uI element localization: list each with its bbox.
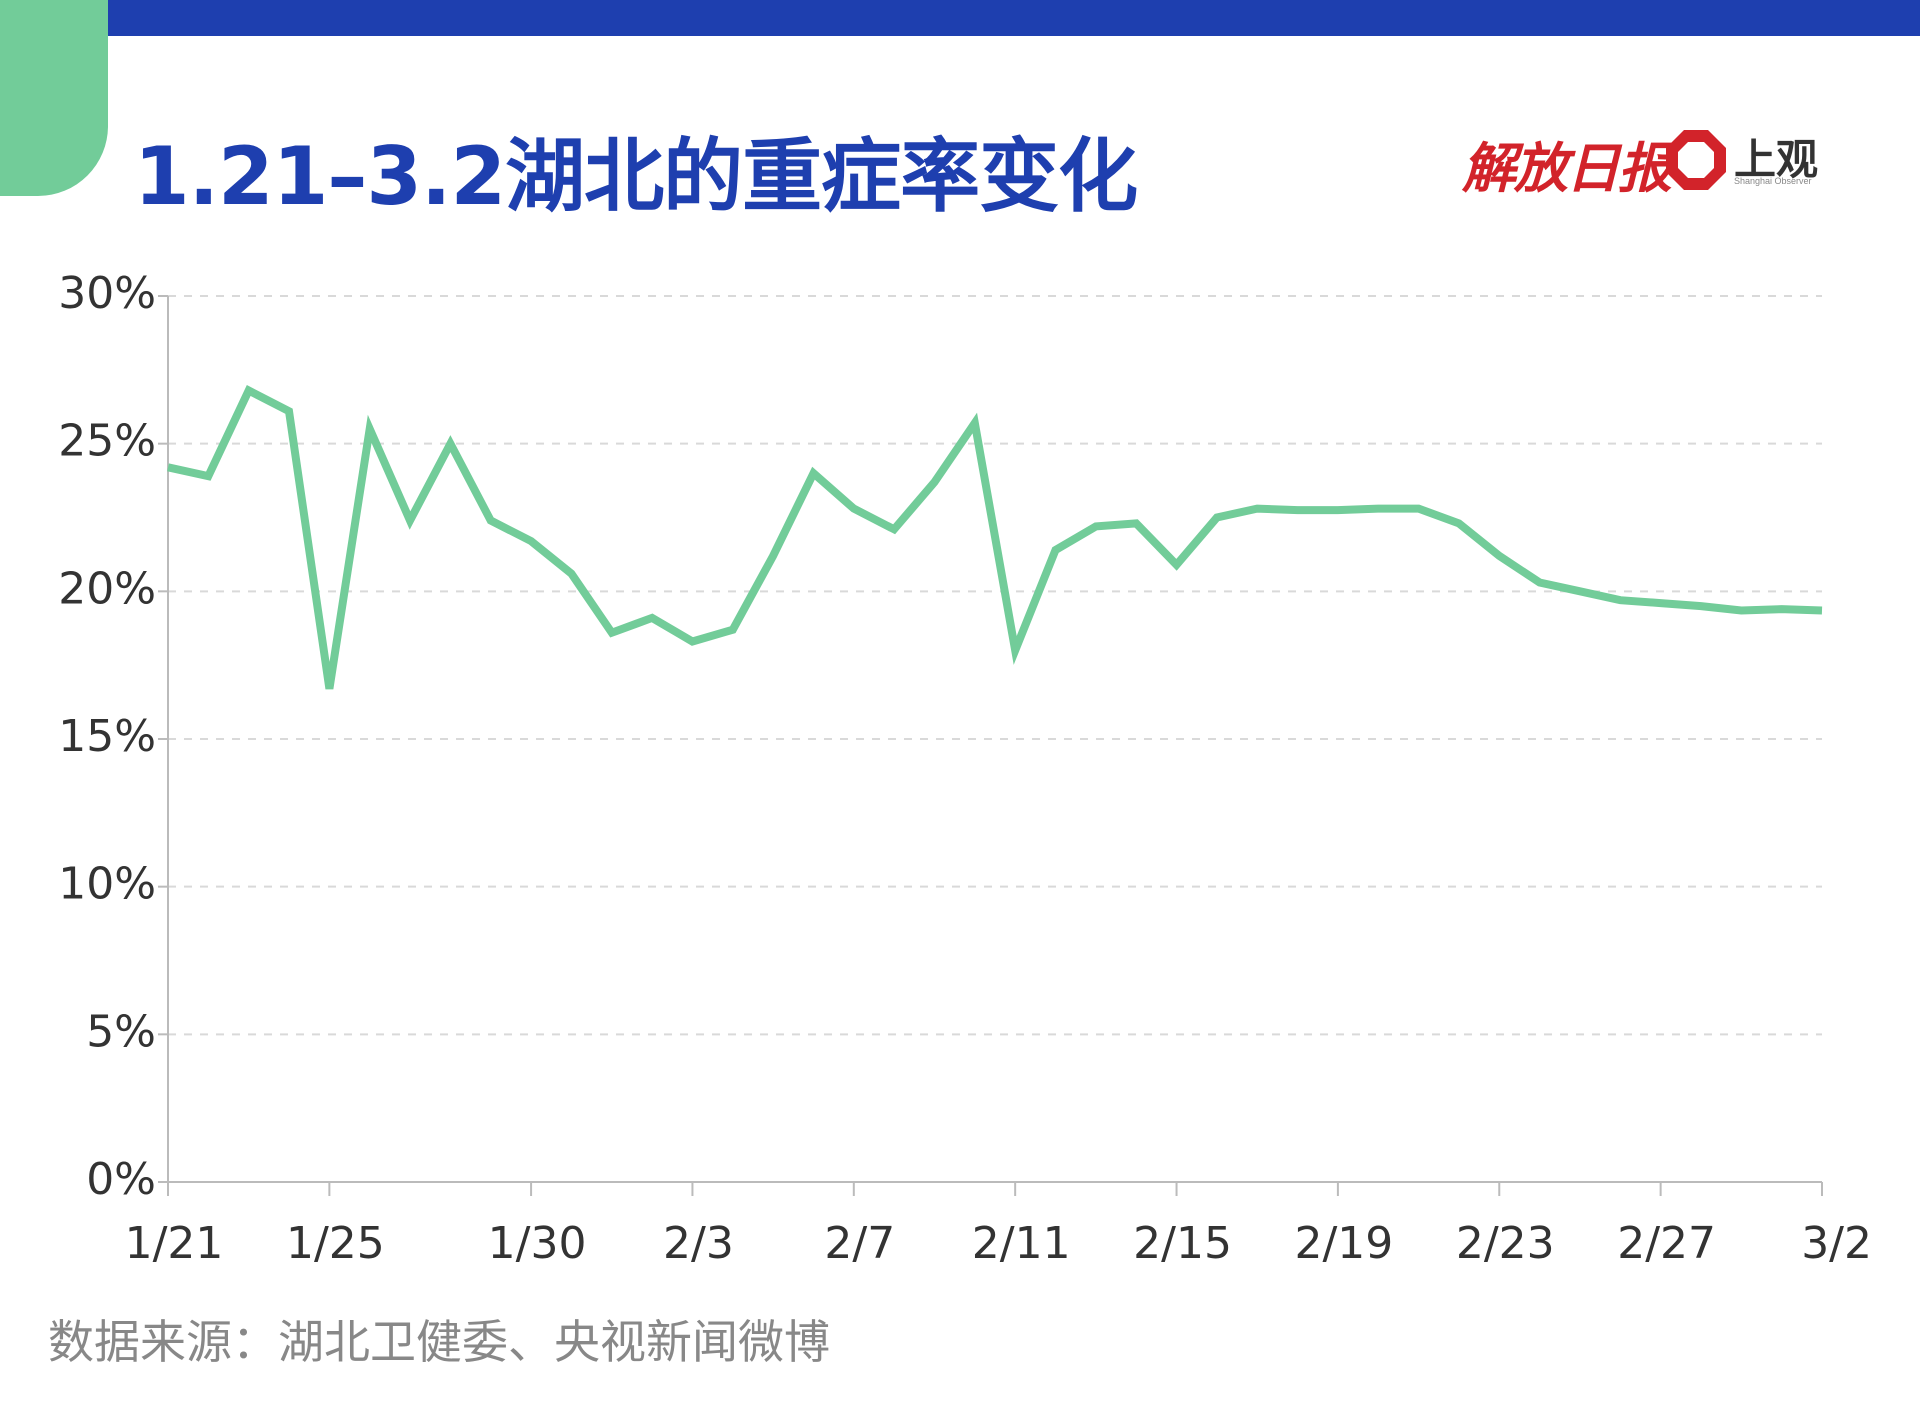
shangguan-logo: 上观 Shanghai Observer — [1664, 128, 1834, 198]
x-tick-label: 2/19 — [1294, 1218, 1393, 1269]
data-point — [1214, 515, 1220, 521]
data-point — [326, 686, 332, 692]
data-point — [165, 464, 171, 470]
data-point — [1577, 588, 1583, 594]
data-point — [1537, 579, 1543, 585]
jiefang-daily-logo: 解放日报 — [1462, 136, 1672, 200]
data-point — [972, 420, 978, 426]
series-line — [167, 385, 1823, 690]
data-point — [1496, 553, 1502, 559]
data-point — [1819, 608, 1825, 614]
data-point — [286, 408, 292, 414]
data-point — [246, 388, 252, 394]
data-point — [1738, 608, 1744, 614]
data-point — [488, 517, 494, 523]
y-tick-label: 20% — [58, 563, 156, 614]
x-tick-label: 2/15 — [1133, 1218, 1232, 1269]
page-title: 1.21–3.2湖北的重症率变化 — [134, 130, 1138, 223]
data-point — [528, 538, 534, 544]
data-point — [1375, 506, 1381, 512]
y-tick-label: 5% — [86, 1006, 156, 1057]
shangguan-logo-name: 上观 — [1734, 135, 1819, 184]
data-point — [770, 553, 776, 559]
y-tick-label: 10% — [58, 859, 156, 910]
data-point — [407, 517, 413, 523]
shangguan-octagon-icon — [1666, 130, 1726, 190]
x-tick-label: 2/23 — [1456, 1218, 1555, 1269]
data-point — [810, 470, 816, 476]
x-tick-label: 1/25 — [286, 1218, 385, 1269]
corner-accent-tab — [0, 0, 108, 196]
y-tick-label: 15% — [58, 711, 156, 762]
data-point — [689, 639, 695, 645]
data-point — [891, 526, 897, 532]
y-tick-label: 0% — [86, 1154, 156, 1205]
data-point — [1335, 507, 1341, 513]
shangguan-logo-subtitle: Shanghai Observer — [1734, 176, 1812, 186]
data-point — [1254, 506, 1260, 512]
data-point — [649, 615, 655, 621]
data-point — [1053, 547, 1059, 553]
data-point — [1658, 600, 1664, 606]
x-tick-label: 2/27 — [1617, 1218, 1716, 1269]
data-point — [447, 441, 453, 447]
data-source-note: 数据来源：湖北卫健委、央视新闻微博 — [48, 1315, 830, 1369]
y-tick-label: 30% — [58, 268, 156, 319]
data-point — [1698, 603, 1704, 609]
data-point — [851, 506, 857, 512]
severe-rate-line-chart: 0% 5% 10% 15% 20% 25% 30% 1/21 1/25 1/30 2/3 2/7 2/1… — [58, 268, 1872, 1269]
data-point — [1174, 562, 1180, 568]
x-tick-label: 1/21 — [125, 1218, 224, 1269]
data-point — [1456, 520, 1462, 526]
data-point — [1416, 506, 1422, 512]
data-point — [1617, 597, 1623, 603]
data-point — [1779, 606, 1785, 612]
data-point — [730, 627, 736, 633]
x-tick-label: 2/3 — [663, 1218, 734, 1269]
x-tick-label: 2/7 — [824, 1218, 895, 1269]
data-point — [1012, 647, 1018, 653]
data-point — [931, 479, 937, 485]
x-tick-label: 3/2 — [1801, 1218, 1872, 1269]
data-point — [568, 571, 574, 577]
x-tick-label: 1/30 — [488, 1218, 587, 1269]
data-point — [609, 630, 615, 636]
y-tick-label: 25% — [58, 416, 156, 467]
top-accent-bar — [0, 0, 1920, 36]
data-point — [1093, 523, 1099, 529]
data-point — [367, 426, 373, 432]
x-tick-label: 2/11 — [972, 1218, 1071, 1269]
data-point — [205, 473, 211, 479]
data-point — [1295, 507, 1301, 513]
data-point — [1133, 520, 1139, 526]
